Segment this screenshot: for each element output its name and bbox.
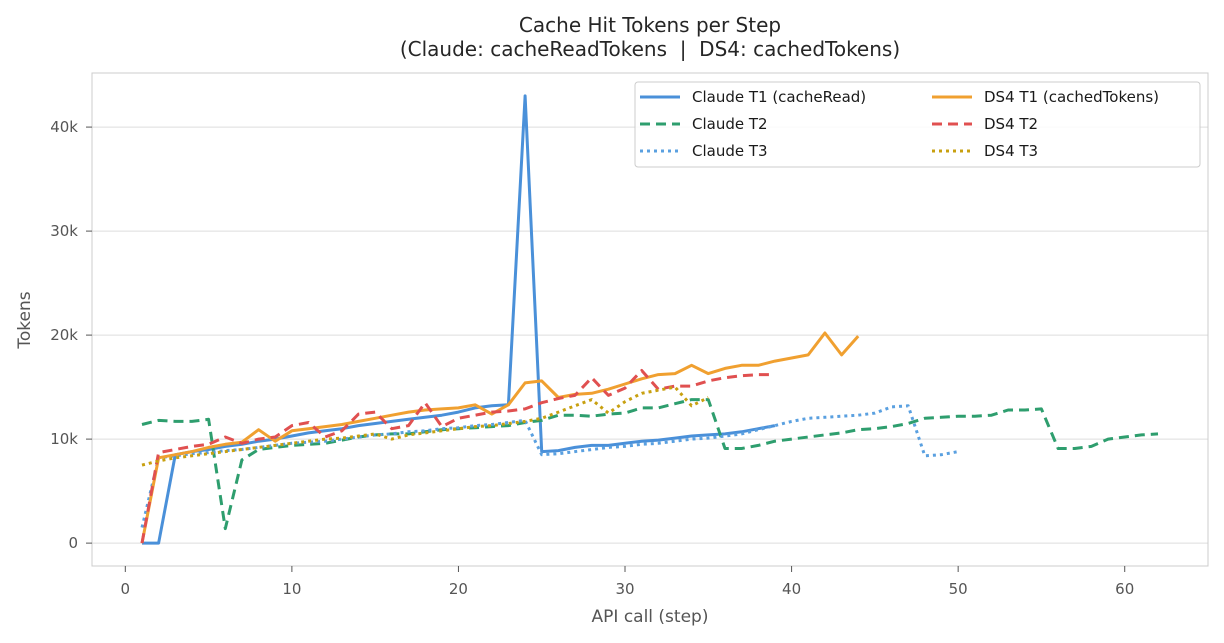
y-tick-label: 40k bbox=[50, 118, 78, 136]
x-tick-label: 20 bbox=[449, 580, 468, 598]
legend-item: Claude T1 (cacheRead) bbox=[640, 88, 866, 106]
chart-subtitle: (Claude: cacheReadTokens | DS4: cachedTo… bbox=[400, 37, 900, 61]
legend-item: Claude T2 bbox=[640, 115, 768, 133]
legend-label: DS4 T3 bbox=[984, 142, 1038, 160]
series-line bbox=[140, 369, 775, 544]
gridlines bbox=[92, 126, 1208, 544]
series-6 bbox=[141, 385, 709, 467]
y-axis-ticks: 0 10k 20k 30k 40k bbox=[50, 118, 92, 552]
chart-title: Cache Hit Tokens per Step bbox=[519, 13, 781, 37]
legend: Claude T1 (cacheRead) DS4 T1 (cachedToken… bbox=[634, 81, 1201, 168]
legend-item: Claude T3 bbox=[640, 142, 768, 160]
x-axis-ticks: 0 10 20 30 40 50 60 bbox=[121, 566, 1134, 598]
x-tick-label: 30 bbox=[615, 580, 634, 598]
series-line bbox=[140, 331, 860, 544]
y-tick-label: 0 bbox=[68, 534, 78, 552]
series-line bbox=[141, 398, 1159, 531]
legend-frame bbox=[634, 81, 1201, 168]
legend-item: DS4 T1 (cachedTokens) bbox=[932, 88, 1159, 106]
x-axis-label: API call (step) bbox=[592, 607, 709, 627]
series-line bbox=[141, 385, 709, 467]
x-tick-label: 40 bbox=[782, 580, 801, 598]
series-3 bbox=[140, 404, 959, 528]
legend-label: DS4 T2 bbox=[984, 115, 1038, 133]
x-tick-label: 50 bbox=[949, 580, 968, 598]
x-tick-label: 10 bbox=[282, 580, 301, 598]
series-line bbox=[140, 404, 959, 528]
legend-label: Claude T2 bbox=[692, 115, 768, 133]
series-5 bbox=[140, 369, 775, 544]
x-tick-label: 0 bbox=[121, 580, 131, 598]
y-tick-label: 20k bbox=[50, 326, 78, 344]
plot-area-frame bbox=[91, 72, 1209, 567]
legend-label: Claude T3 bbox=[692, 142, 768, 160]
y-tick-label: 30k bbox=[50, 222, 78, 240]
y-axis-label: Tokens bbox=[15, 291, 35, 349]
legend-label: Claude T1 (cacheRead) bbox=[692, 88, 866, 106]
series-4 bbox=[140, 331, 860, 544]
series-layer bbox=[140, 94, 1159, 545]
legend-label: DS4 T1 (cachedTokens) bbox=[984, 88, 1159, 106]
legend-item: DS4 T3 bbox=[932, 142, 1038, 160]
y-tick-label: 10k bbox=[50, 430, 78, 448]
x-tick-label: 60 bbox=[1115, 580, 1134, 598]
series-2 bbox=[141, 398, 1159, 531]
legend-item: DS4 T2 bbox=[932, 115, 1038, 133]
